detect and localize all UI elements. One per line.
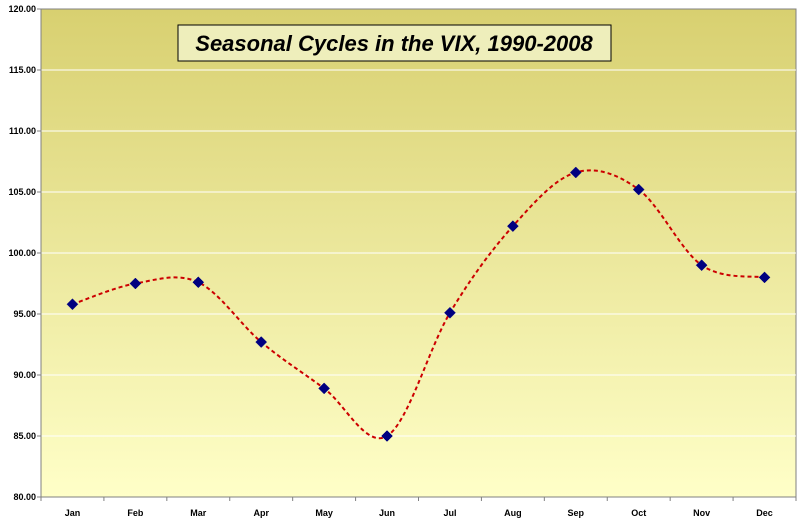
series-vix — [66, 166, 771, 442]
data-point-marker — [695, 259, 708, 272]
data-point-marker — [66, 298, 79, 311]
chart-title: Seasonal Cycles in the VIX, 1990-2008 — [195, 31, 593, 56]
axes — [37, 8, 797, 501]
data-point-marker — [381, 430, 393, 442]
data-point-marker — [758, 271, 771, 284]
y-tick-labels: 80.00 85.00 90.00 95.00 100.00 105.00 110.00 11… — [8, 4, 36, 502]
y-tick-label: 115.00 — [9, 65, 36, 75]
data-point-marker — [444, 306, 456, 319]
x-tick-label: Aug — [504, 508, 522, 518]
data-point-marker — [632, 183, 645, 196]
y-tick-label: 90.00 — [13, 370, 36, 380]
x-tick-label: Nov — [693, 508, 710, 518]
x-tick-label: Mar — [190, 508, 207, 518]
x-tick-label: May — [315, 508, 333, 518]
y-tick-label: 95.00 — [13, 309, 36, 319]
chart-title-box: Seasonal Cycles in the VIX, 1990-2008 — [177, 24, 612, 62]
y-tick-label: 80.00 — [13, 492, 36, 502]
x-tick-label: Jul — [443, 508, 456, 518]
x-tick-label: Oct — [631, 508, 646, 518]
data-point-marker — [507, 220, 519, 233]
y-tick-label: 105.00 — [8, 187, 36, 197]
y-tick-label: 85.00 — [13, 431, 36, 441]
x-tick-label: Apr — [253, 508, 269, 518]
x-tick-label: Jan — [65, 508, 81, 518]
data-point-marker — [255, 336, 268, 348]
y-tick-label: 100.00 — [8, 248, 36, 258]
x-tick-label: Jun — [379, 508, 395, 518]
series-line — [72, 169, 765, 440]
y-tick-label: 120.00 — [8, 4, 36, 14]
x-tick-label: Feb — [127, 508, 144, 518]
data-point-marker — [318, 382, 330, 395]
gridlines — [41, 69, 796, 437]
y-tick-label: 110.00 — [9, 126, 36, 136]
data-point-marker — [192, 276, 205, 289]
x-tick-label: Dec — [756, 508, 773, 518]
data-point-marker — [569, 166, 582, 179]
x-tick-labels: Jan Feb Mar Apr May Jun Jul Aug Sep Oct Nov Dec — [65, 508, 773, 518]
data-point-marker — [129, 277, 142, 290]
x-tick-label: Sep — [568, 508, 585, 518]
